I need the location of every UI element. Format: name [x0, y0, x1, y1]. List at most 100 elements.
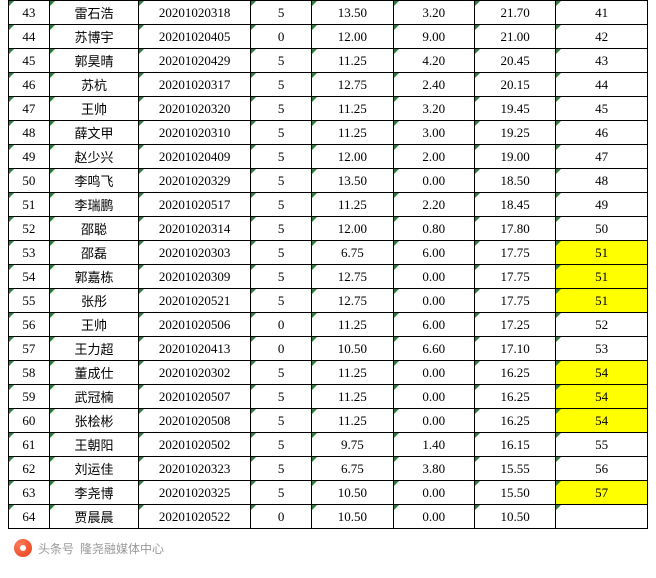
cell-name: 李鸣飞: [49, 169, 139, 193]
cell-idx: 54: [9, 265, 50, 289]
cell-c: 6.00: [393, 241, 474, 265]
table-row: 51李瑞鹏20201020517511.252.2018.4549: [9, 193, 648, 217]
cell-a: 5: [251, 409, 312, 433]
cell-a: 5: [251, 169, 312, 193]
cell-c: 3.00: [393, 121, 474, 145]
cell-id: 20201020314: [139, 217, 251, 241]
cell-rank: 47: [556, 145, 648, 169]
cell-d: 17.75: [474, 241, 555, 265]
cell-c: 6.00: [393, 313, 474, 337]
cell-idx: 49: [9, 145, 50, 169]
cell-c: 0.00: [393, 505, 474, 529]
cell-idx: 53: [9, 241, 50, 265]
cell-idx: 55: [9, 289, 50, 313]
cell-b: 13.50: [312, 169, 393, 193]
cell-c: 0.00: [393, 361, 474, 385]
table-row: 48薛文甲20201020310511.253.0019.2546: [9, 121, 648, 145]
table-row: 52邵聪20201020314512.000.8017.8050: [9, 217, 648, 241]
cell-idx: 43: [9, 1, 50, 25]
cell-id: 20201020521: [139, 289, 251, 313]
cell-a: 5: [251, 385, 312, 409]
cell-a: 5: [251, 97, 312, 121]
table-row: 56王帅20201020506011.256.0017.2552: [9, 313, 648, 337]
cell-idx: 51: [9, 193, 50, 217]
cell-idx: 57: [9, 337, 50, 361]
table-row: 46苏杭20201020317512.752.4020.1544: [9, 73, 648, 97]
cell-c: 6.60: [393, 337, 474, 361]
cell-a: 0: [251, 337, 312, 361]
cell-id: 20201020508: [139, 409, 251, 433]
cell-rank: 43: [556, 49, 648, 73]
cell-c: 0.00: [393, 289, 474, 313]
cell-name: 董成仕: [49, 361, 139, 385]
cell-rank: 48: [556, 169, 648, 193]
cell-idx: 60: [9, 409, 50, 433]
cell-c: 0.00: [393, 409, 474, 433]
cell-name: 刘运佳: [49, 457, 139, 481]
cell-name: 邵磊: [49, 241, 139, 265]
cell-d: 20.15: [474, 73, 555, 97]
cell-d: 16.15: [474, 433, 555, 457]
cell-d: 19.45: [474, 97, 555, 121]
cell-c: 3.20: [393, 97, 474, 121]
cell-name: 张桧彬: [49, 409, 139, 433]
cell-idx: 50: [9, 169, 50, 193]
table-row: 57王力超20201020413010.506.6017.1053: [9, 337, 648, 361]
cell-d: 16.25: [474, 361, 555, 385]
cell-d: 19.25: [474, 121, 555, 145]
cell-c: 2.20: [393, 193, 474, 217]
cell-name: 薛文甲: [49, 121, 139, 145]
cell-b: 11.25: [312, 97, 393, 121]
cell-rank: 50: [556, 217, 648, 241]
cell-b: 12.75: [312, 265, 393, 289]
cell-a: 5: [251, 193, 312, 217]
cell-a: 5: [251, 361, 312, 385]
cell-c: 3.20: [393, 1, 474, 25]
cell-name: 郭昊晴: [49, 49, 139, 73]
cell-b: 11.25: [312, 409, 393, 433]
cell-id: 20201020507: [139, 385, 251, 409]
cell-idx: 47: [9, 97, 50, 121]
cell-rank: 44: [556, 73, 648, 97]
cell-a: 5: [251, 241, 312, 265]
table-row: 47王帅20201020320511.253.2019.4545: [9, 97, 648, 121]
cell-rank: 56: [556, 457, 648, 481]
cell-name: 苏博宇: [49, 25, 139, 49]
cell-rank: 41: [556, 1, 648, 25]
cell-b: 11.25: [312, 49, 393, 73]
table-row: 53邵磊2020102030356.756.0017.7551: [9, 241, 648, 265]
cell-b: 12.00: [312, 25, 393, 49]
cell-a: 0: [251, 313, 312, 337]
cell-a: 5: [251, 433, 312, 457]
table-row: 55张彤20201020521512.750.0017.7551: [9, 289, 648, 313]
cell-c: 9.00: [393, 25, 474, 49]
cell-rank: 42: [556, 25, 648, 49]
cell-rank: 52: [556, 313, 648, 337]
cell-d: 16.25: [474, 385, 555, 409]
cell-rank: [556, 505, 648, 529]
cell-idx: 44: [9, 25, 50, 49]
cell-name: 王朝阳: [49, 433, 139, 457]
table-row: 50李鸣飞20201020329513.500.0018.5048: [9, 169, 648, 193]
cell-name: 张彤: [49, 289, 139, 313]
cell-rank: 46: [556, 121, 648, 145]
cell-name: 武冠楠: [49, 385, 139, 409]
cell-id: 20201020302: [139, 361, 251, 385]
cell-idx: 58: [9, 361, 50, 385]
cell-id: 20201020502: [139, 433, 251, 457]
cell-id: 20201020329: [139, 169, 251, 193]
cell-b: 10.50: [312, 481, 393, 505]
table-row: 45郭昊晴20201020429511.254.2020.4543: [9, 49, 648, 73]
table-row: 44苏博宇20201020405012.009.0021.0042: [9, 25, 648, 49]
cell-d: 17.75: [474, 265, 555, 289]
cell-b: 10.50: [312, 337, 393, 361]
cell-rank: 51: [556, 289, 648, 313]
cell-idx: 64: [9, 505, 50, 529]
cell-id: 20201020303: [139, 241, 251, 265]
cell-idx: 59: [9, 385, 50, 409]
cell-c: 0.00: [393, 481, 474, 505]
cell-idx: 56: [9, 313, 50, 337]
table-row: 64贾晨晨20201020522010.500.0010.50: [9, 505, 648, 529]
cell-idx: 45: [9, 49, 50, 73]
cell-d: 21.00: [474, 25, 555, 49]
